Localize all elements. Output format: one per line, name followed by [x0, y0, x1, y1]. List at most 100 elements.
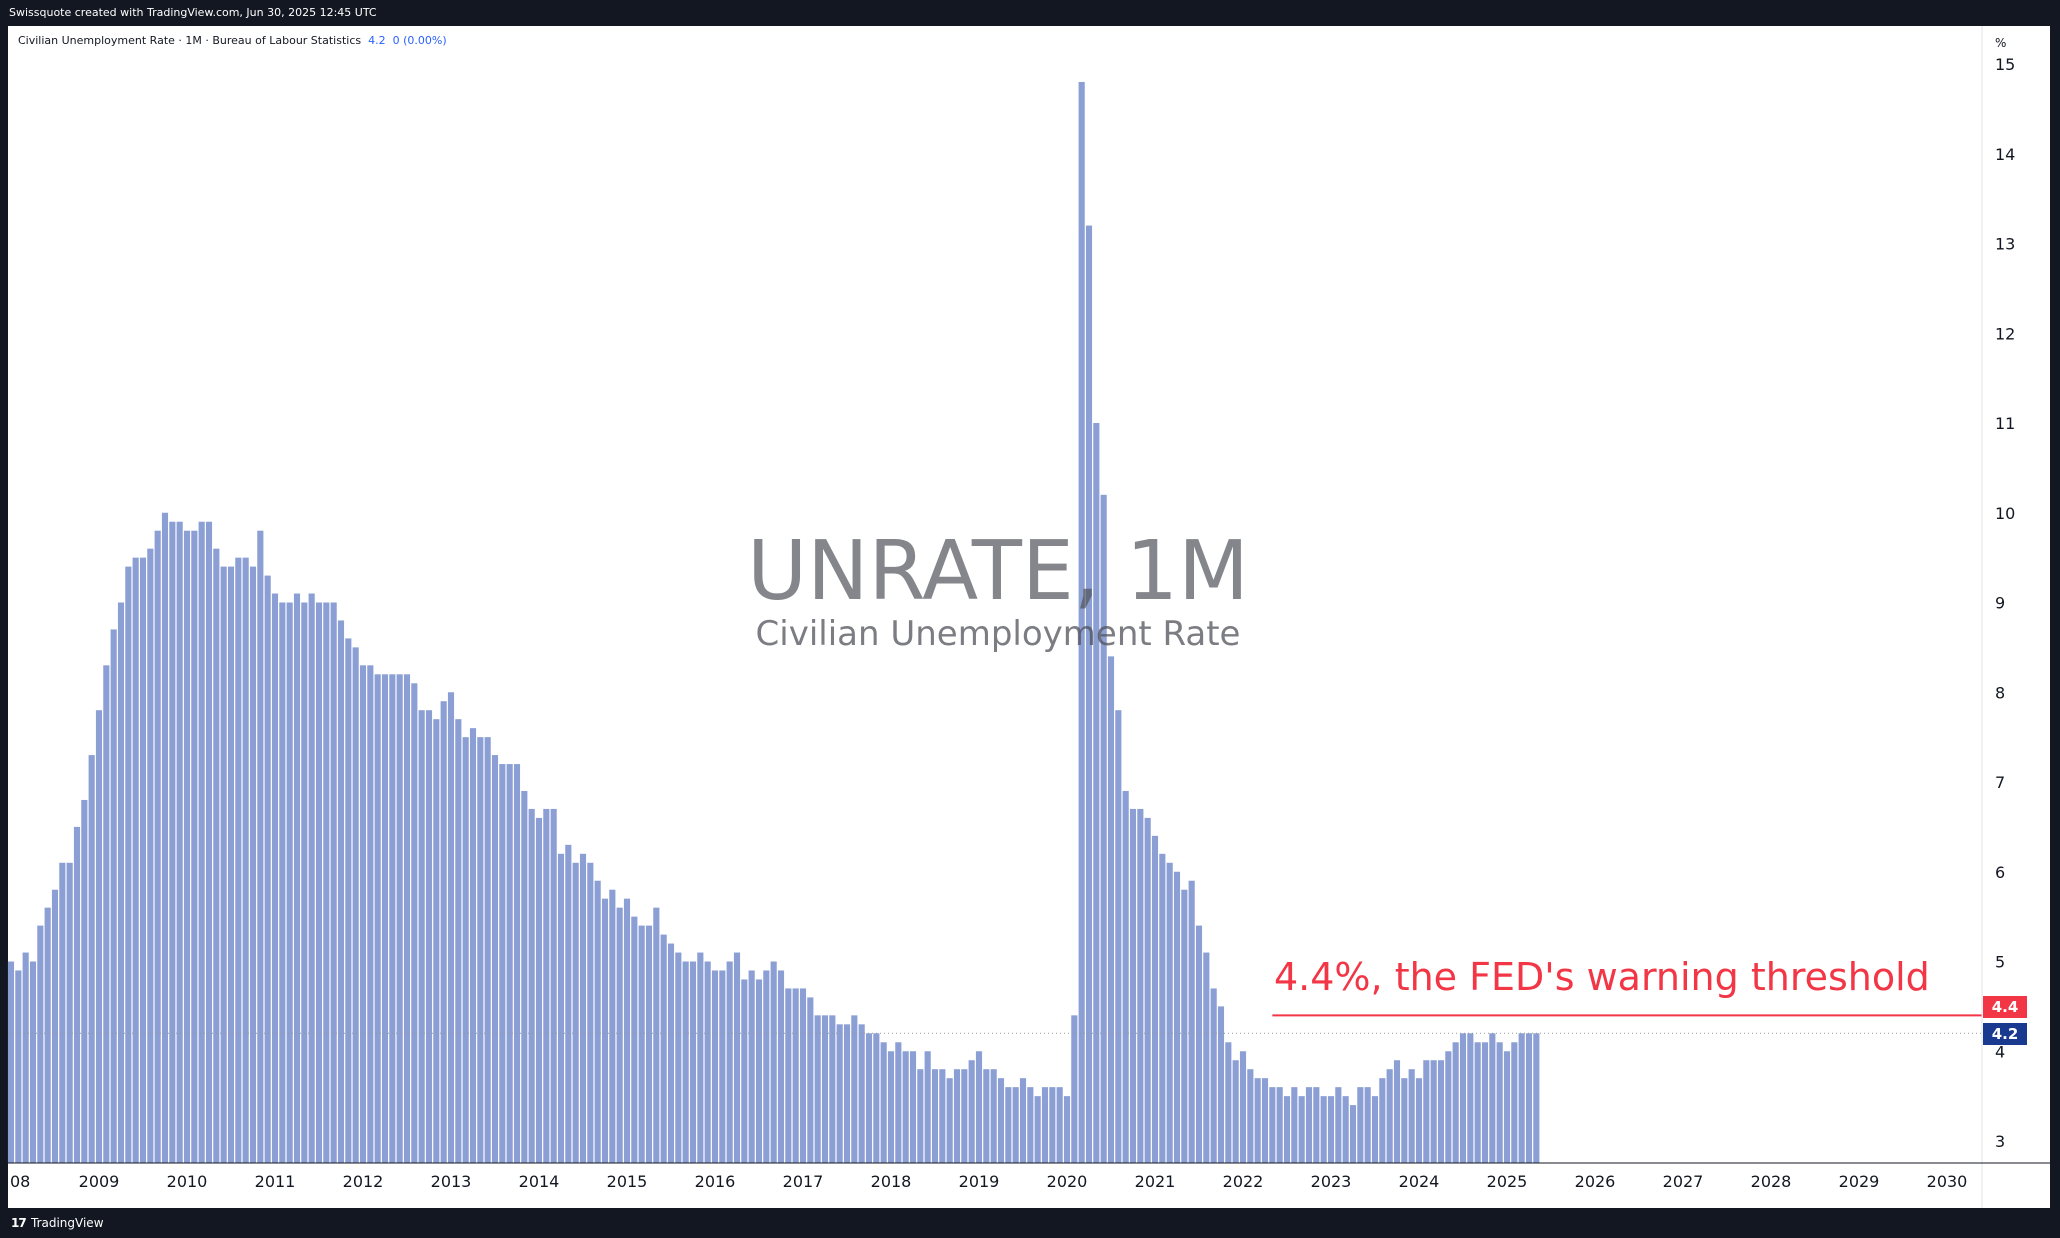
x-tick-label: 2018 — [871, 1172, 912, 1191]
bar — [1122, 790, 1129, 1163]
x-tick-label: 2030 — [1927, 1172, 1968, 1191]
y-tick-label: 15 — [1995, 55, 2015, 74]
watermark-title: UNRATE, 1M — [747, 524, 1249, 619]
bottom-bar: 17 TradingView — [0, 1208, 2060, 1238]
bar — [1525, 1033, 1533, 1163]
bar — [1232, 1060, 1239, 1163]
bar — [887, 1051, 895, 1163]
bar — [689, 961, 697, 1163]
y-tick-label: 11 — [1995, 414, 2015, 433]
bar — [1430, 1060, 1437, 1163]
bar — [1181, 889, 1188, 1163]
bar — [315, 602, 323, 1163]
bar — [711, 970, 719, 1163]
threshold-annotation[interactable]: 4.4%, the FED's warning threshold — [1274, 955, 1930, 999]
bar — [601, 898, 609, 1163]
bar — [1056, 1087, 1063, 1163]
bar — [799, 988, 807, 1163]
bar — [785, 988, 792, 1163]
bar — [726, 961, 733, 1163]
bar — [1386, 1069, 1393, 1163]
bar — [1452, 1042, 1459, 1163]
bar — [513, 764, 521, 1163]
bar — [403, 674, 411, 1163]
bar — [843, 1024, 851, 1163]
bar — [22, 952, 29, 1163]
bar — [1049, 1087, 1056, 1163]
bar — [139, 557, 147, 1164]
bar — [1034, 1096, 1041, 1164]
bar — [1041, 1087, 1049, 1163]
threshold-price-badge: 4.4 — [1983, 996, 2027, 1018]
x-tick-label: 2012 — [343, 1172, 384, 1191]
bar — [286, 602, 293, 1163]
bar — [29, 961, 37, 1163]
time-scale[interactable]: 08 2009 2010 2011 2012 2013 2014 2015 2016 2017 20… — [10, 1172, 1967, 1191]
last-price-badge: 4.2 — [1983, 1023, 2027, 1045]
bar — [638, 925, 645, 1163]
bar — [1063, 1096, 1071, 1164]
bar — [1261, 1078, 1269, 1163]
bar — [528, 808, 535, 1163]
bar — [1408, 1069, 1415, 1163]
bar — [1159, 853, 1166, 1163]
bar — [704, 961, 711, 1163]
bar — [367, 665, 374, 1163]
bar — [1115, 710, 1122, 1163]
bar — [447, 692, 455, 1163]
bar — [59, 862, 66, 1163]
bar — [1217, 1006, 1225, 1164]
bar — [1305, 1087, 1313, 1163]
bar — [1518, 1033, 1525, 1163]
bar — [301, 602, 308, 1163]
bar — [902, 1051, 909, 1163]
x-tick-label: 2022 — [1223, 1172, 1264, 1191]
bar — [1078, 81, 1085, 1164]
bar — [469, 728, 477, 1163]
bar — [110, 629, 117, 1163]
bar — [433, 719, 440, 1163]
frame-right — [2050, 26, 2060, 1208]
bar — [359, 665, 367, 1163]
bar — [1503, 1051, 1511, 1163]
bar — [1467, 1033, 1474, 1163]
bar — [183, 530, 191, 1163]
bar — [1195, 925, 1203, 1163]
bar — [748, 970, 755, 1163]
bar — [814, 1015, 821, 1163]
bar — [154, 530, 161, 1163]
bar — [1144, 817, 1151, 1163]
bar — [411, 683, 418, 1163]
bar — [381, 674, 389, 1163]
bar — [836, 1024, 843, 1163]
bar — [961, 1069, 968, 1163]
bar — [719, 970, 726, 1163]
bar — [1474, 1042, 1481, 1163]
bar — [1203, 952, 1210, 1163]
bar — [865, 1033, 873, 1163]
bar — [939, 1069, 946, 1163]
bar — [990, 1069, 997, 1163]
x-tick-label: 2016 — [695, 1172, 736, 1191]
chart-legend[interactable]: Civilian Unemployment Rate · 1M · Bureau… — [18, 34, 447, 47]
bars-group — [7, 81, 1540, 1164]
bar — [506, 764, 513, 1163]
x-tick-label: 2020 — [1047, 1172, 1088, 1191]
bar — [1393, 1060, 1401, 1163]
bar — [1342, 1096, 1349, 1164]
bar — [851, 1015, 858, 1163]
bar — [37, 925, 44, 1163]
price-scale[interactable]: 3 4 5 6 7 8 9 10 11 12 13 14 15 — [1995, 55, 2015, 1151]
y-tick-label: 4 — [1995, 1042, 2005, 1061]
bar — [653, 907, 660, 1163]
chart[interactable]: 08 2009 2010 2011 2012 2013 2014 2015 2016 2017 20… — [0, 26, 2050, 1208]
bar — [829, 1015, 836, 1163]
bar — [235, 557, 242, 1164]
bar — [565, 844, 572, 1163]
bar — [1335, 1087, 1342, 1163]
bar — [1166, 862, 1173, 1163]
bar — [667, 943, 675, 1163]
bar — [1371, 1096, 1379, 1164]
bar — [917, 1069, 924, 1163]
bar — [103, 665, 110, 1163]
